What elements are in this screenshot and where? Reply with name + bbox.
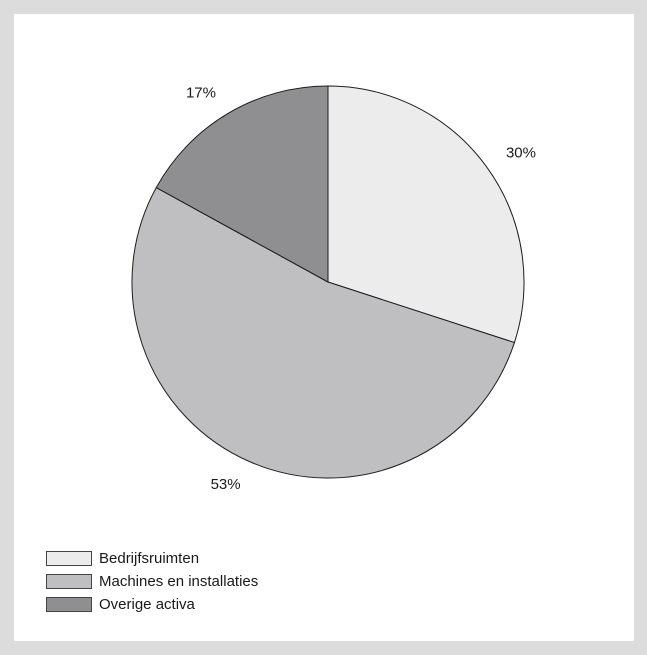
legend-label: Machines en installaties — [99, 573, 259, 590]
pie-slice-3 — [155, 85, 329, 283]
slice-value-label: 30% — [506, 145, 536, 162]
slice-value-label: 17% — [186, 85, 216, 102]
legend-item-bedrijfsruimten: Bedrijfsruimten — [46, 547, 258, 570]
chart-panel: 30% 53% 17% Bedrijfsruimten Machines en in… — [14, 14, 634, 641]
legend-swatch — [46, 597, 92, 612]
legend-item-machines: Machines en installaties — [46, 570, 258, 593]
legend-label: Overige activa — [99, 596, 195, 613]
slice-value-label: 53% — [211, 476, 241, 493]
pie-slice-1 — [327, 85, 525, 344]
legend-swatch — [46, 574, 92, 589]
legend-label: Bedrijfsruimten — [99, 550, 200, 567]
legend-swatch — [46, 551, 92, 566]
pie-slice-2 — [131, 186, 516, 479]
legend: Bedrijfsruimten Machines en installaties… — [46, 547, 258, 616]
legend-item-overige: Overige activa — [46, 593, 258, 616]
pie-chart: 30% 53% 17% — [131, 85, 536, 493]
